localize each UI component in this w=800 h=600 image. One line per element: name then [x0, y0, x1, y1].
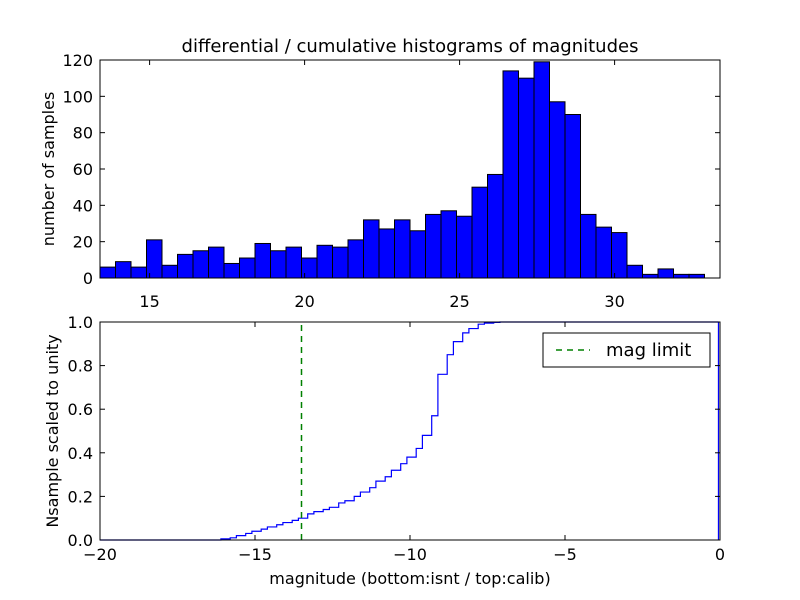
histogram-bar — [99, 266, 116, 279]
histogram-bar — [161, 264, 178, 279]
histogram-bar — [626, 264, 643, 279]
histogram-bar — [533, 61, 550, 279]
y-tick-label: 20 — [73, 233, 93, 252]
cumulative-x-axis-label: magnitude (bottom:isnt / top:calib) — [269, 569, 550, 588]
y-tick-label: 0.8 — [68, 357, 93, 376]
y-tick-label: 120 — [62, 51, 93, 70]
histogram-panel: 15 20 25 30 0 20 40 60 80 100 120 differential / c… — [39, 36, 721, 311]
histogram-bar — [115, 261, 132, 279]
histogram-bar — [347, 239, 364, 279]
chart-title: differential / cumulative histograms of … — [182, 36, 639, 57]
y-tick-label: 0.4 — [68, 444, 93, 463]
histogram-y-axis-label: number of samples — [39, 92, 58, 247]
histogram-bar — [471, 186, 488, 279]
histogram-bar — [642, 273, 659, 279]
histogram-bar — [549, 101, 566, 279]
histogram-bar — [456, 215, 473, 279]
histogram-bar — [378, 228, 395, 279]
histogram-bar — [611, 232, 628, 279]
cumulative-lines — [100, 321, 720, 541]
x-tick-label: −15 — [238, 545, 272, 564]
y-tick-label: 60 — [73, 160, 93, 179]
histogram-bar — [595, 226, 612, 279]
x-tick-label: 20 — [294, 292, 314, 311]
x-tick-label: 25 — [449, 292, 469, 311]
histogram-bar — [208, 246, 225, 279]
histogram-bar — [177, 253, 194, 279]
histogram-bar — [673, 273, 690, 279]
histogram-bar — [301, 257, 318, 279]
x-tick-label: −10 — [393, 545, 427, 564]
y-tick-label: 80 — [73, 124, 93, 143]
y-tick-label: 0.2 — [68, 487, 93, 506]
histogram-bar — [409, 230, 426, 279]
histogram-bar — [239, 257, 256, 279]
histogram-bar — [580, 213, 597, 279]
histogram-bar — [440, 210, 457, 279]
histogram-bar — [254, 242, 271, 279]
histogram-bar — [316, 244, 333, 279]
y-tick-label: 1.0 — [68, 313, 93, 332]
cumulative-y-axis-label: Nsample scaled to unity — [43, 334, 62, 527]
y-tick-label: 0.0 — [68, 531, 93, 550]
cumulative-step-line — [100, 321, 719, 541]
histogram-bar — [487, 173, 504, 279]
histogram-bar — [285, 246, 302, 279]
x-tick-label: 30 — [604, 292, 624, 311]
y-tick-label: 40 — [73, 196, 93, 215]
histogram-bar — [130, 266, 147, 279]
histogram-bar — [688, 273, 705, 279]
y-tick-label: 0.6 — [68, 400, 93, 419]
histogram-bar — [332, 246, 349, 279]
y-tick-label: 100 — [62, 87, 93, 106]
histogram-bar — [425, 213, 442, 279]
x-tick-label: −20 — [83, 545, 117, 564]
histogram-bars — [99, 61, 705, 279]
x-tick-label: 0 — [715, 545, 725, 564]
histogram-ticks: 15 20 25 30 0 20 40 60 80 100 120 — [62, 51, 720, 311]
histogram-bar — [192, 250, 209, 279]
histogram-bar — [564, 114, 581, 279]
legend-mag-limit-label: mag limit — [606, 340, 691, 361]
legend: mag limit — [542, 332, 711, 368]
histogram-bar — [394, 219, 411, 279]
histogram-bar — [502, 70, 519, 279]
histogram-bar — [146, 239, 163, 279]
x-tick-label: −5 — [553, 545, 577, 564]
histogram-bar — [657, 268, 674, 279]
cumulative-ticks: −20 −15 −10 −5 0 0.0 0.2 0.4 0.6 0.8 1.0 — [68, 313, 726, 564]
histogram-bar — [270, 250, 287, 279]
x-tick-label: 15 — [139, 292, 159, 311]
histogram-bar — [223, 262, 240, 279]
histogram-bar — [363, 219, 380, 279]
histogram-bar — [518, 77, 535, 279]
cumulative-panel: −20 −15 −10 −5 0 0.0 0.2 0.4 0.6 0.8 1.0 magnitude… — [43, 313, 725, 588]
y-tick-label: 0 — [83, 269, 93, 288]
